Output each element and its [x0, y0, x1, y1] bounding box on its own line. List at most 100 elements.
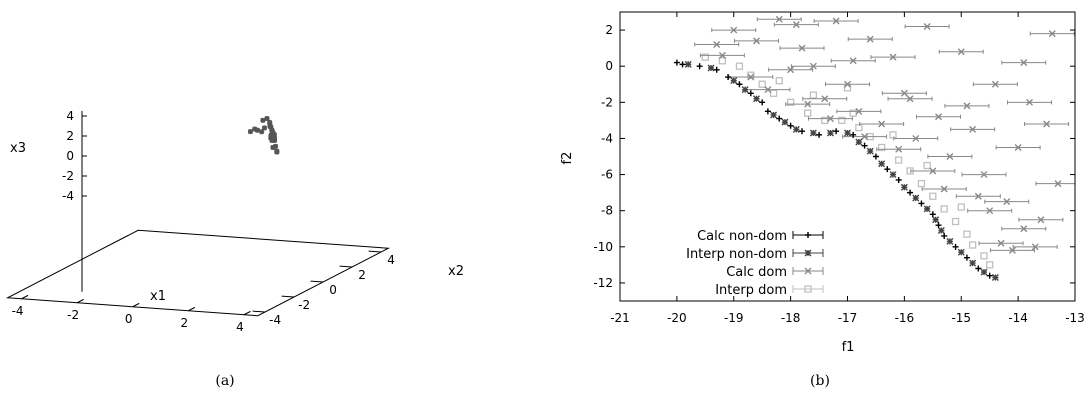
panel-a-x2-label: x2	[448, 264, 464, 279]
panel-b-point	[877, 143, 886, 152]
panel-b-point	[1020, 59, 1028, 67]
panel-b-y-tick-label: -10	[593, 240, 613, 254]
panel-b-point	[1014, 143, 1022, 151]
panel-b-point	[986, 207, 994, 215]
panel-a-3d-box	[5, 111, 391, 317]
panel-b-point	[753, 95, 760, 103]
panel-b-point	[912, 194, 920, 202]
panel-b-point	[963, 254, 970, 261]
panel-b-point	[866, 35, 874, 43]
panel-b-legend-label: Interp non-dom	[686, 247, 787, 262]
panel-b-x-tick-label: -19	[724, 311, 744, 325]
panel-b-point	[1031, 243, 1039, 251]
panel-b-y-tick-label: -8	[601, 204, 613, 218]
panel-b-point	[986, 261, 994, 269]
panel-a-x2-tick	[281, 295, 295, 298]
panel-a-caption: (a)	[215, 373, 234, 389]
panel-b-point	[718, 51, 726, 59]
panel-a-x1-tick-label: 2	[181, 316, 189, 330]
panel-b-point	[872, 153, 879, 160]
panel-b-point	[792, 125, 800, 133]
panel-b-point	[935, 222, 942, 229]
panel-a-x3-label: x3	[10, 141, 26, 156]
panel-b-y-tick-label: 0	[605, 59, 613, 73]
panel-b-point	[809, 91, 818, 99]
panel-b-point	[730, 77, 738, 85]
panel-b-point	[991, 80, 999, 88]
panel-a-x2-tick-label: 2	[358, 268, 366, 282]
panel-b-point	[940, 205, 948, 213]
panel-b-point	[855, 107, 863, 115]
panel-b-point	[826, 115, 834, 123]
panel-b-plot-area	[673, 15, 1075, 282]
panel-a-x2-tick-label: 4	[387, 253, 395, 267]
panel-b-point	[861, 133, 869, 141]
panel-b-y-tick-label: -4	[601, 131, 613, 145]
panel-a-x1-tick-label: 0	[125, 312, 133, 326]
panel-b-point	[923, 22, 931, 30]
panel-b-x-tick-label: -18	[781, 311, 801, 325]
panel-a-points	[247, 115, 280, 155]
panel-b-point	[833, 128, 840, 135]
panel-b-legend-marker	[804, 249, 812, 257]
panel-b-legend-label: Calc non-dom	[697, 229, 787, 244]
panel-b-point	[855, 123, 863, 132]
panel-b-point	[753, 37, 760, 45]
panel-b-point	[770, 111, 778, 119]
panel-b-point	[937, 227, 945, 235]
panel-b-point	[741, 86, 749, 94]
panel-b-point	[816, 131, 823, 138]
panel-b-point	[957, 248, 965, 256]
panel-b-point	[957, 48, 965, 56]
panel-a-x3-tick-label: 4	[66, 109, 74, 123]
panel-a-point	[270, 133, 276, 139]
panel-b-point	[918, 200, 925, 207]
panel-b-point	[713, 41, 721, 49]
panel-b-point	[861, 142, 868, 149]
panel-b-point	[786, 98, 795, 106]
panel-b-point	[758, 80, 766, 88]
panel-b-point	[804, 109, 812, 117]
panel-b-point	[1054, 180, 1062, 188]
panel-b-x-tick-label: -13	[1065, 311, 1085, 325]
panel-b-legend-marker	[804, 285, 812, 293]
panel-b-point	[725, 74, 732, 81]
panel-a-x1-tick	[21, 294, 29, 300]
panel-b-point	[855, 138, 863, 146]
panel-b-point	[844, 80, 851, 88]
panel-b-point	[923, 205, 931, 213]
panel-b-point	[935, 113, 942, 121]
panel-b-caption: (b)	[810, 373, 830, 389]
panel-a-x2-tick	[339, 265, 353, 268]
panel-b-point	[844, 129, 851, 137]
panel-b-point	[776, 115, 783, 122]
panel-a-point	[259, 129, 265, 135]
panel-b-point	[889, 131, 897, 139]
panel-b-point	[713, 66, 720, 73]
panel-b-point	[673, 59, 680, 66]
panel-b-point	[932, 216, 940, 224]
panel-a-x2-tick	[368, 250, 382, 253]
panel-b-x-tick-label: -16	[895, 311, 915, 325]
panel-b-point	[684, 60, 692, 68]
panel-b-series-calc-non-dom	[673, 59, 993, 279]
panel-b-point	[969, 259, 977, 267]
panel-b-point	[929, 192, 937, 200]
panel-b-point	[878, 120, 886, 128]
panel-b-point	[679, 61, 686, 68]
panel-a-x1-tick-label: 4	[236, 320, 244, 334]
panel-b-legend-label: Calc dom	[726, 265, 787, 280]
panel-b-series-interp-dom	[701, 53, 994, 269]
panel-b-point	[1003, 198, 1011, 206]
panel-b-point	[1048, 30, 1056, 38]
panel-b-point	[997, 239, 1005, 247]
panel-b-point	[917, 179, 926, 188]
panel-b-point	[884, 166, 891, 173]
panel-b-point	[980, 252, 988, 260]
panel-b-point	[747, 71, 755, 79]
panel-a-x1-tick-label: -2	[67, 308, 79, 322]
panel-b-point	[735, 62, 744, 70]
panel-b-point	[929, 211, 936, 218]
panel-b-x-tick-label: -21	[610, 311, 630, 325]
panel-b-point	[747, 90, 754, 97]
